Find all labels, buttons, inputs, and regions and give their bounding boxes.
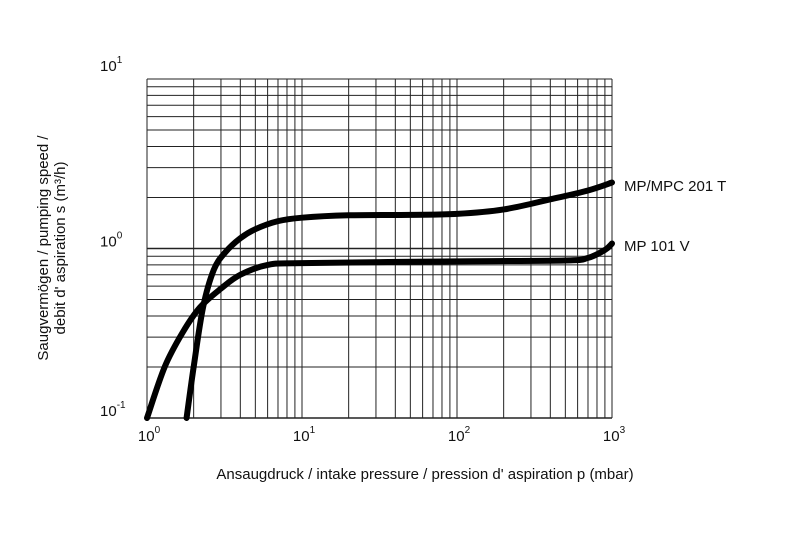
curves bbox=[144, 179, 615, 421]
x-tick-label: 101 bbox=[293, 425, 316, 445]
y-tick-label: 10-1 bbox=[100, 400, 126, 420]
grid bbox=[146, 78, 613, 419]
x-tick-label: 103 bbox=[603, 425, 626, 445]
x-axis-label: Ansaugdruck / intake pressure / pression… bbox=[216, 466, 633, 483]
y-axis-label-line2: debit d' aspiration s (m³/h) bbox=[52, 162, 69, 335]
y-tick-label: 101 bbox=[100, 55, 123, 75]
series-label-mp-mpc-201-t: MP/MPC 201 T bbox=[624, 178, 726, 195]
y-axis-label-line1: Saugvermögen / pumping speed / bbox=[35, 135, 52, 361]
series-label-mp-101-v: MP 101 V bbox=[624, 238, 690, 255]
series-line-mp-101-v bbox=[144, 240, 615, 421]
x-tick-label: 100 bbox=[138, 425, 161, 445]
y-tick-label: 100 bbox=[100, 231, 123, 251]
tick-labels: 100 101 102 103 10-1 100 101 bbox=[100, 55, 626, 445]
series-line-mp-mpc-201-t bbox=[183, 179, 615, 421]
x-tick-label: 102 bbox=[448, 425, 471, 445]
